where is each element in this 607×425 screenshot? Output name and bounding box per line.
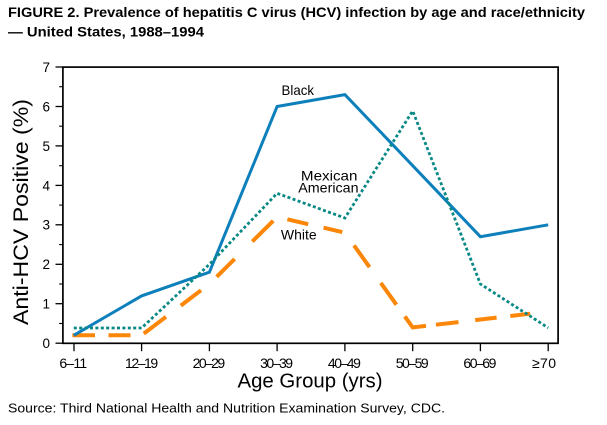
svg-text:American: American [298,180,358,196]
svg-text:3: 3 [42,218,50,233]
svg-text:— United States, 1988–1994: — United States, 1988–1994 [8,25,205,40]
svg-text:1: 1 [42,297,50,312]
svg-text:12–19: 12–19 [125,355,158,371]
svg-text:30–39: 30–39 [260,355,293,371]
svg-text:Mexican: Mexican [301,167,358,183]
svg-text:50–59: 50–59 [396,355,429,371]
svg-text:Black: Black [282,82,315,98]
svg-text:20–29: 20–29 [193,355,226,371]
svg-text:60–69: 60–69 [463,355,496,371]
svg-text:Anti-HCV Positive (%): Anti-HCV Positive (%) [9,99,33,325]
svg-text:4: 4 [42,178,50,193]
svg-text:6–11: 6–11 [59,355,87,371]
svg-text:5: 5 [42,139,50,154]
svg-text:40–49: 40–49 [328,355,361,371]
svg-text:≥70: ≥70 [532,355,556,371]
svg-text:6: 6 [42,99,50,114]
svg-text:Age Group (yrs): Age Group (yrs) [238,371,383,393]
svg-text:7: 7 [42,60,50,75]
svg-text:FIGURE 2. Prevalence of hepati: FIGURE 2. Prevalence of hepatitis C viru… [8,5,586,20]
svg-text:0: 0 [42,336,50,351]
svg-text:Source: Third National Health: Source: Third National Health and Nutrit… [8,402,445,416]
svg-text:2: 2 [42,257,50,272]
svg-text:White: White [281,227,317,243]
